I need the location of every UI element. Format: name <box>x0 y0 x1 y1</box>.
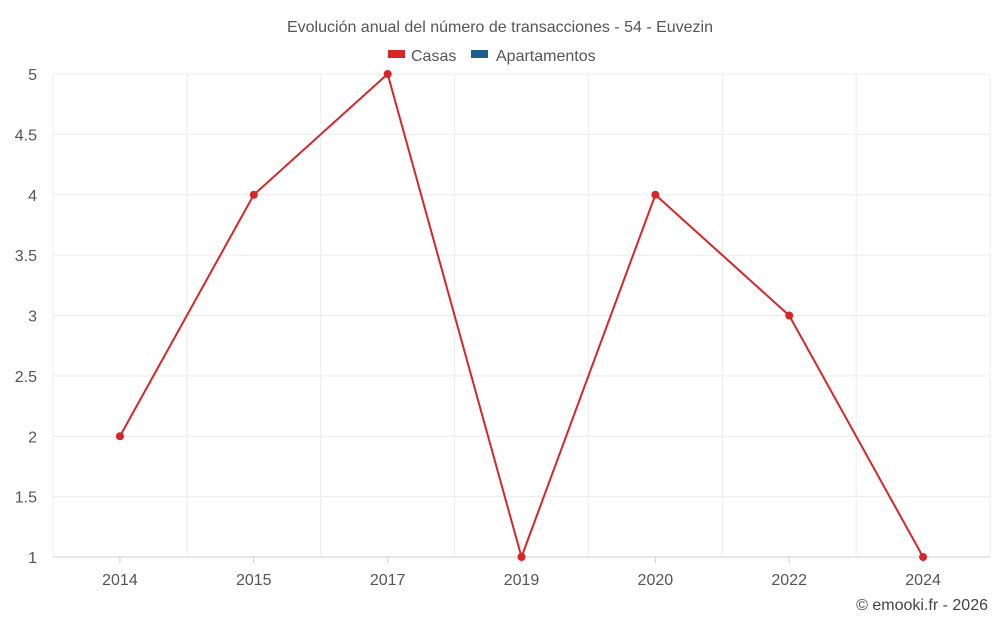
y-tick-label: 2 <box>28 429 37 446</box>
legend-label-apartamentos: Apartamentos <box>496 48 596 65</box>
x-tick-label: 2024 <box>905 572 941 589</box>
data-point-casas[interactable] <box>249 190 258 199</box>
data-point-casas[interactable] <box>517 553 526 561</box>
legend-item-casas[interactable]: Casas <box>388 48 456 65</box>
y-tick-label: 4.5 <box>15 127 37 144</box>
data-point-casas[interactable] <box>785 311 794 320</box>
y-tick-label: 3.5 <box>15 248 37 265</box>
y-tick-label: 1 <box>28 550 37 567</box>
y-axis: 1 1.5 2 2.5 3 3.5 4 4.5 5 <box>15 67 37 567</box>
legend-label-casas: Casas <box>411 48 456 65</box>
x-tick-label: 2020 <box>638 572 674 589</box>
x-tick-label: 2019 <box>504 572 540 589</box>
series-casas <box>115 70 928 561</box>
legend-item-apartamentos[interactable]: Apartamentos <box>471 48 596 65</box>
data-point-casas[interactable] <box>115 432 124 441</box>
y-tick-label: 2.5 <box>15 369 37 386</box>
x-tick-label: 2017 <box>370 572 406 589</box>
grid <box>52 73 991 557</box>
y-tick-label: 1.5 <box>15 490 37 507</box>
data-point-casas[interactable] <box>651 190 660 199</box>
y-tick-label: 4 <box>28 188 37 205</box>
x-tick-label: 2015 <box>236 572 272 589</box>
data-point-casas[interactable] <box>383 70 392 78</box>
y-tick-label: 3 <box>28 309 37 326</box>
x-tick-label: 2014 <box>102 572 138 589</box>
x-axis: 2014 2015 2017 2019 2020 2022 2024 <box>53 556 990 589</box>
legend: Casas Apartamentos <box>388 48 596 65</box>
credit: © emooki.fr - 2026 <box>856 597 988 614</box>
chart-title: Evolución anual del número de transaccio… <box>287 19 713 36</box>
x-tick-label: 2022 <box>771 572 807 589</box>
y-tick-label: 5 <box>28 67 37 84</box>
legend-swatch-apartamentos <box>471 50 488 58</box>
data-point-casas[interactable] <box>919 553 928 561</box>
legend-swatch-casas <box>388 50 405 58</box>
